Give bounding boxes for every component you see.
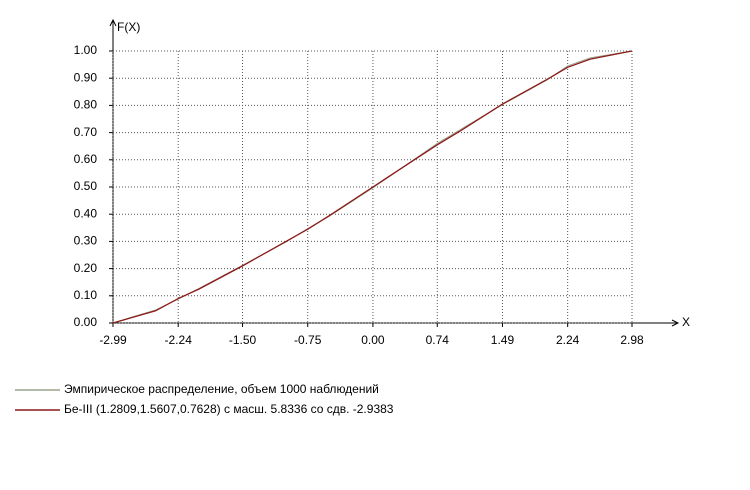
- x-tick-label: 0.00: [361, 333, 385, 347]
- y-tick-label: 0.90: [74, 70, 98, 84]
- x-tick-label: -0.75: [294, 333, 322, 347]
- legend-label: Бе-III (1.2809,1.5607,0.7628) с масш. 5.…: [64, 402, 394, 416]
- x-tick-label: 2.98: [620, 333, 644, 347]
- y-tick-label: 0.80: [74, 98, 98, 112]
- y-tick-label: 0.30: [74, 234, 98, 248]
- y-tick-label: 0.20: [74, 261, 98, 275]
- series-line: [112, 50, 633, 324]
- x-tick-label: 2.24: [556, 333, 580, 347]
- y-tick-label: 0.60: [74, 152, 98, 166]
- legend-label: Эмпирическое распределение, объем 1000 н…: [64, 382, 379, 396]
- x-tick-label: -1.50: [229, 333, 257, 347]
- y-tick-label: 0.40: [74, 206, 98, 220]
- y-axis-label: F(X): [117, 20, 140, 34]
- y-tick-label: 1.00: [74, 43, 98, 57]
- y-tick-label: 0.70: [74, 125, 98, 139]
- x-axis-label: X: [682, 315, 690, 329]
- x-tick-label: 1.49: [491, 333, 515, 347]
- x-tick-label: 0.74: [426, 333, 450, 347]
- x-tick-label: -2.99: [99, 333, 127, 347]
- y-tick-label: 0.10: [74, 288, 98, 302]
- y-tick-label: 0.50: [74, 179, 98, 193]
- x-arrow: [671, 319, 680, 327]
- y-arrow: [109, 18, 117, 27]
- x-tick-label: -2.24: [165, 333, 193, 347]
- y-tick-label: 0.00: [74, 315, 98, 329]
